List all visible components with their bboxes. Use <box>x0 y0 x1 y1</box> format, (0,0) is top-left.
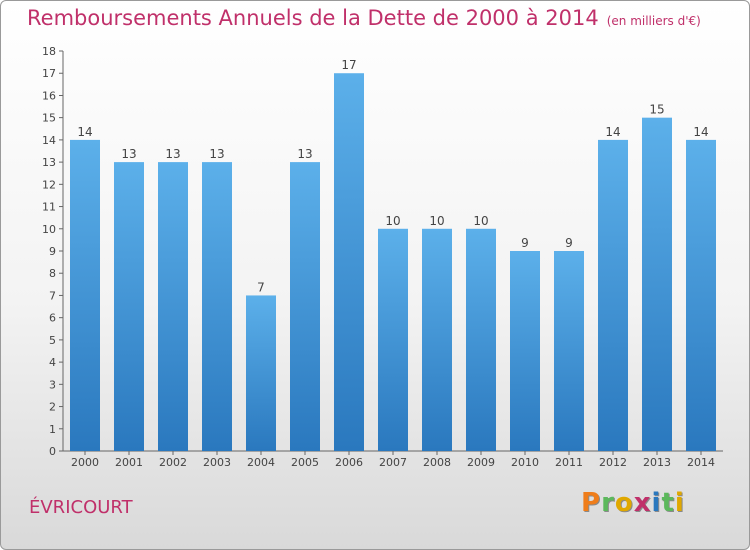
x-tick-label: 2002 <box>159 456 187 469</box>
x-tick-label: 2007 <box>379 456 407 469</box>
bar-value-label: 9 <box>565 236 573 250</box>
x-tick-label: 2009 <box>467 456 495 469</box>
chart-title-text: Remboursements Annuels de la Dette de 20… <box>27 6 599 30</box>
bar <box>290 162 320 451</box>
y-tick-label: 8 <box>49 267 56 280</box>
logo-letter: P <box>581 488 602 518</box>
chart-unit: (en milliers d'€) <box>606 14 701 28</box>
logo-letter: t <box>661 488 675 518</box>
bar-value-label: 13 <box>165 147 180 161</box>
bar-value-label: 9 <box>521 236 529 250</box>
y-tick-label: 1 <box>49 423 56 436</box>
y-tick-label: 14 <box>42 134 56 147</box>
x-tick-label: 2004 <box>247 456 275 469</box>
x-tick-label: 2006 <box>335 456 363 469</box>
bar-value-label: 14 <box>77 125 92 139</box>
bar <box>642 117 672 452</box>
bar <box>466 228 496 451</box>
bar-value-label: 14 <box>693 125 708 139</box>
bar <box>246 295 276 451</box>
y-tick-label: 0 <box>49 445 56 458</box>
y-tick-label: 6 <box>49 312 56 325</box>
bars <box>70 73 716 452</box>
x-tick-label: 2000 <box>71 456 99 469</box>
bar <box>114 162 144 451</box>
bar <box>554 251 584 451</box>
y-tick-label: 4 <box>49 356 56 369</box>
logo-letter: i <box>674 488 685 518</box>
bar <box>202 162 232 451</box>
y-tick-label: 11 <box>42 201 56 214</box>
y-tick-label: 12 <box>42 178 56 191</box>
y-tick-label: 10 <box>42 223 56 236</box>
bar <box>686 139 716 451</box>
y-tick-label: 3 <box>49 378 56 391</box>
y-tick-label: 9 <box>49 245 56 258</box>
y-tick-label: 2 <box>49 401 56 414</box>
x-tick-label: 2012 <box>599 456 627 469</box>
bar-value-label: 7 <box>257 280 265 294</box>
bar <box>510 251 540 451</box>
bar <box>158 162 188 451</box>
bar-value-label: 10 <box>473 214 488 228</box>
bar-value-label: 13 <box>209 147 224 161</box>
x-tick-label: 2003 <box>203 456 231 469</box>
commune-name: ÉVRICOURT <box>29 497 133 518</box>
bar <box>70 139 100 451</box>
bar-value-label: 13 <box>121 147 136 161</box>
bar-value-label: 15 <box>649 103 664 117</box>
x-tick-label: 2013 <box>643 456 671 469</box>
y-tick-label: 13 <box>42 156 56 169</box>
bar <box>378 228 408 451</box>
y-tick-label: 18 <box>42 45 56 58</box>
x-tick-label: 2011 <box>555 456 583 469</box>
proxiti-logo: Proxiti <box>581 488 685 518</box>
bar <box>598 139 628 451</box>
bar <box>422 228 452 451</box>
y-tick-label: 5 <box>49 334 56 347</box>
y-tick-label: 7 <box>49 289 56 302</box>
x-tick-label: 2005 <box>291 456 319 469</box>
logo-letter: x <box>633 488 652 518</box>
bar-value-label: 14 <box>605 125 620 139</box>
y-tick-label: 15 <box>42 112 56 125</box>
labels: 14 2000 13 2001 13 2002 13 2003 7 2004 13 2005 17 200… <box>71 58 715 469</box>
x-tick-label: 2001 <box>115 456 143 469</box>
x-tick-label: 2014 <box>687 456 715 469</box>
bar-value-label: 13 <box>297 147 312 161</box>
logo-letter: i <box>651 488 662 518</box>
bar <box>334 73 364 451</box>
x-tick-label: 2010 <box>511 456 539 469</box>
logo-letter: r <box>601 488 615 518</box>
bar-value-label: 17 <box>341 58 356 72</box>
y-tick-label: 17 <box>42 67 56 80</box>
bar-value-label: 10 <box>429 214 444 228</box>
logo-letter: o <box>614 488 634 518</box>
bar-value-label: 10 <box>385 214 400 228</box>
chart-title: Remboursements Annuels de la Dette de 20… <box>27 6 701 30</box>
y-tick-label: 16 <box>42 89 56 102</box>
x-tick-label: 2008 <box>423 456 451 469</box>
